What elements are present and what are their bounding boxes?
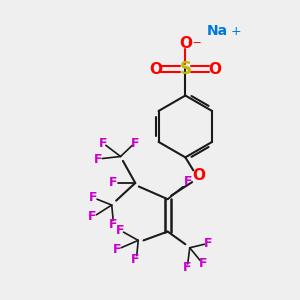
Text: F: F [99, 137, 107, 150]
Text: F: F [184, 175, 193, 188]
Text: S: S [179, 60, 191, 78]
Text: •−: •− [187, 38, 203, 47]
Text: O: O [179, 37, 192, 52]
Text: F: F [199, 256, 207, 270]
Text: F: F [116, 224, 124, 237]
Text: Na: Na [207, 24, 228, 38]
Text: F: F [109, 218, 117, 231]
Text: O: O [208, 61, 221, 76]
Text: F: F [131, 137, 140, 150]
Text: F: F [88, 210, 97, 223]
Text: F: F [109, 176, 117, 190]
Text: O: O [192, 168, 205, 183]
Text: F: F [131, 253, 140, 266]
Text: O: O [149, 61, 162, 76]
Text: F: F [204, 237, 212, 250]
Text: +: + [231, 25, 241, 38]
Text: F: F [94, 153, 103, 166]
Text: F: F [113, 243, 121, 256]
Text: F: F [89, 191, 98, 204]
Text: F: F [183, 261, 191, 274]
